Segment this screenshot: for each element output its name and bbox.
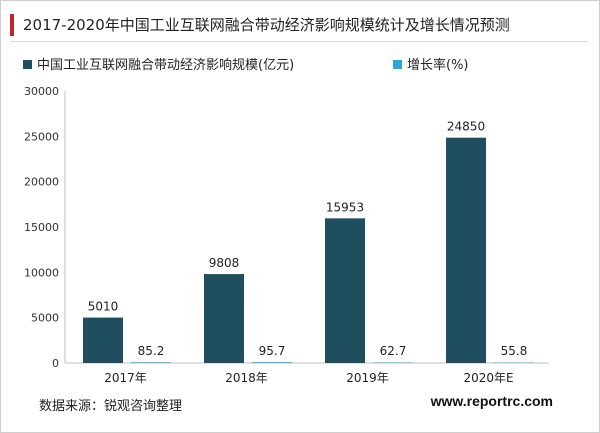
data-label-value: 24850 — [447, 120, 485, 134]
data-label-growth: 55.8 — [501, 344, 528, 358]
x-tick-label: 2019年 — [346, 371, 389, 385]
website-label: www.reportrc.com — [430, 393, 553, 409]
y-tick-label: 20000 — [24, 176, 59, 189]
y-tick-label: 0 — [52, 357, 59, 370]
legend-label-1: 中国工业互联网融合带动经济影响规模(亿元) — [37, 57, 294, 73]
y-tick-label: 15000 — [24, 221, 59, 234]
bar-value — [83, 317, 123, 363]
data-label-value: 5010 — [88, 300, 119, 314]
title-accent-bar — [10, 14, 14, 36]
bar-growth — [131, 362, 171, 363]
y-tick-label: 10000 — [24, 266, 59, 279]
legend-swatch-1 — [23, 60, 32, 69]
chart-title: 2017-2020年中国工业互联网融合带动经济影响规模统计及增长情况预测 — [23, 16, 510, 34]
legend-label-2: 增长率(%) — [407, 57, 469, 73]
y-tick-label: 5000 — [31, 312, 59, 325]
legend-swatch-2 — [393, 60, 402, 69]
x-tick-label: 2018年 — [225, 371, 268, 385]
bar-value — [325, 218, 365, 363]
title-divider — [10, 41, 588, 42]
data-source: 数据来源：锐观咨询整理 — [39, 399, 183, 414]
data-label-value: 15953 — [326, 200, 364, 214]
data-label-growth: 95.7 — [259, 344, 286, 358]
x-tick-label: 2020年E — [463, 371, 513, 385]
y-tick-label: 30000 — [24, 85, 59, 98]
x-tick-label: 2017年 — [104, 371, 147, 385]
y-tick-label: 25000 — [24, 130, 59, 143]
bar-chart: 中国工业互联网融合带动经济影响规模(亿元) 增长率(%) 0 5000 10000 150… — [23, 57, 549, 385]
data-label-growth: 85.2 — [138, 344, 165, 358]
data-label-growth: 62.7 — [380, 344, 407, 358]
bar-value — [446, 137, 486, 363]
bar-growth — [252, 362, 292, 363]
bar-growth — [373, 362, 413, 363]
bar-value — [204, 274, 244, 363]
data-label-value: 9808 — [209, 256, 240, 270]
bar-growth — [494, 362, 534, 363]
